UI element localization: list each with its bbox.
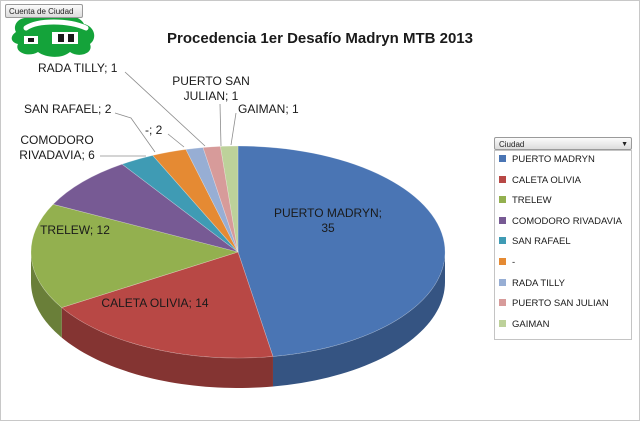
pie-slice-side-1 [61,307,273,388]
pie-slice-3[interactable] [52,163,239,253]
pie-slice-0[interactable] [237,145,446,357]
leader-line-5 [167,133,185,148]
legend-label-2: TRELEW [512,195,552,207]
legend-swatch-4 [499,237,506,245]
dropdown-arrow-icon: ▼ [621,141,628,148]
legend-item-5: - [499,256,515,270]
legend-label-0: PUERTO MADRYN [512,154,595,165]
pie-slice-4[interactable] [121,155,239,253]
data-label-8: GAIMAN; 1 [238,102,299,116]
data-label-2: TRELEW; 12 [40,223,110,237]
data-label-7: PUERTO SAN JULIAN; 1 [172,74,250,103]
legend-swatch-8 [499,319,506,327]
legend-filter-dropdown[interactable]: Ciudad ▼ [494,137,632,150]
legend-item-0: PUERTO MADRYN [499,153,595,167]
legend-item-1: CALETA OLIVIA [499,174,581,188]
legend-filter-label: Ciudad [499,140,525,149]
data-label-4: SAN RAFAEL; 2 [24,102,112,116]
data-label-0: PUERTO MADRYN; 35 [274,206,382,235]
data-label-5: -; 2 [145,123,163,137]
leader-line-8 [230,112,237,146]
leader-line-7 [219,103,222,147]
legend-label-1: CALETA OLIVIA [512,174,581,186]
legend-label-4: SAN RAFAEL [512,236,571,248]
data-label-1: CALETA OLIVIA; 14 [101,296,208,310]
legend-swatch-6 [499,278,506,286]
pie-slice-6[interactable] [185,147,239,253]
pie-slice-side-2 [31,252,62,338]
chart-title: Procedencia 1er Desafío Madryn MTB 2013 [167,30,473,47]
legend-item-6: RADA TILLY [499,277,565,291]
legend-label-7: PUERTO SAN JULIAN [512,298,609,310]
legend-item-2: TRELEW [499,194,552,208]
legend-label-3: COMODORO RIVADAVIA [512,215,622,227]
legend-label-6: RADA TILLY [512,277,565,289]
legend-item-8: GAIMAN [499,318,549,332]
legend-label-8: GAIMAN [512,318,550,330]
legend-swatch-5 [499,257,506,265]
leader-line-6 [124,71,206,147]
legend-swatch-3 [499,216,506,224]
logo-image [8,10,100,60]
data-label-6: RADA TILLY; 1 [38,61,118,75]
legend-swatch-1 [499,175,506,183]
pie-slice-7[interactable] [202,146,239,253]
legend-label-5: - [512,257,516,268]
legend-swatch-0 [499,154,506,162]
leader-line-4 [114,112,156,153]
legend-item-3: COMODORO RIVADAVIA [499,215,622,229]
pie-slice-2[interactable] [30,203,240,308]
pie-slice-8[interactable] [220,145,239,253]
pie-slice-1[interactable] [61,251,274,359]
legend-item-7: PUERTO SAN JULIAN [499,297,609,311]
pie-slice-5[interactable] [152,149,239,253]
data-label-3: COMODORO RIVADAVIA; 6 [19,133,95,162]
pie-slice-side-0 [272,252,445,387]
legend-item-4: SAN RAFAEL [499,235,571,249]
legend-swatch-7 [499,299,506,307]
field-button-cuenta-de-ciudad[interactable]: Cuenta de Ciudad [5,4,83,18]
chart-legend: PUERTO MADRYN CALETA OLIVIA TRELEW COMODORO… [494,150,632,340]
legend-swatch-2 [499,196,506,204]
